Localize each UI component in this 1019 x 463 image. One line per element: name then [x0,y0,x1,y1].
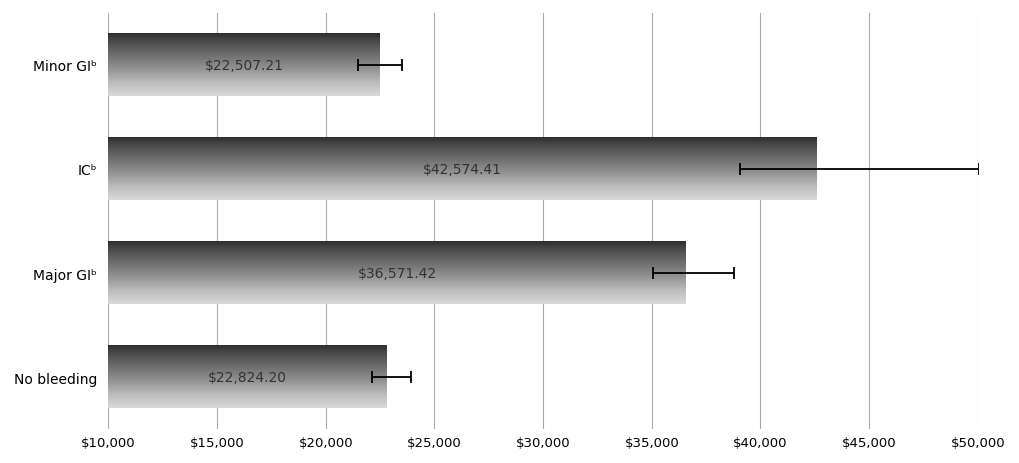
Text: $36,571.42: $36,571.42 [358,267,437,281]
Text: $42,574.41: $42,574.41 [423,163,502,176]
Text: $22,824.20: $22,824.20 [208,370,287,384]
Text: $22,507.21: $22,507.21 [205,59,284,73]
